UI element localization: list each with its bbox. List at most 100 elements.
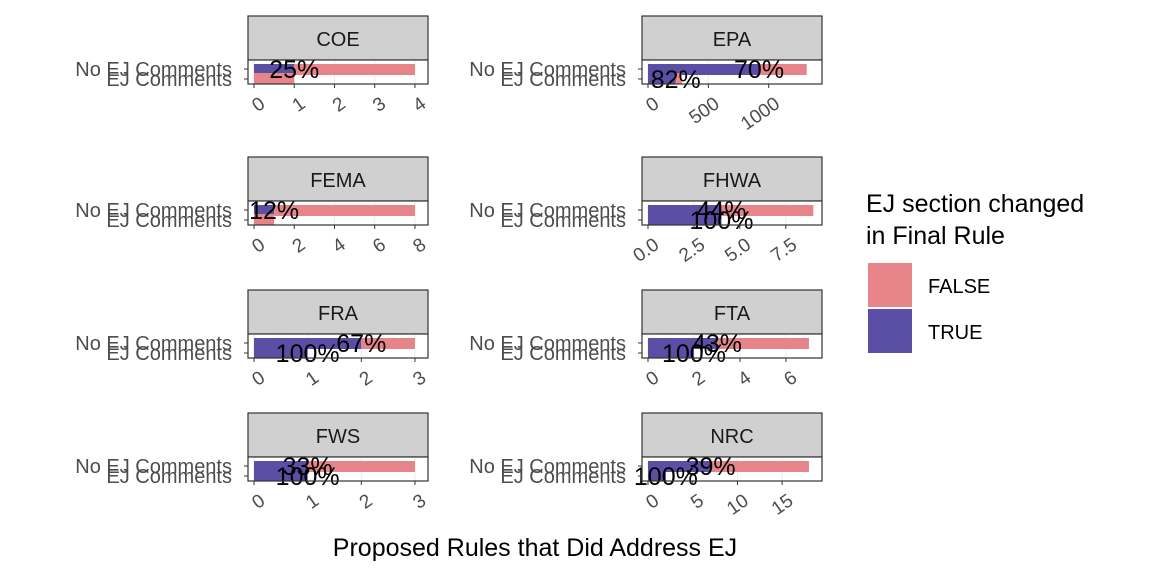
category-label: EJ Comments: [106, 466, 232, 488]
category-label: No EJ Comments: [469, 200, 626, 222]
legend-key: [868, 309, 912, 353]
x-tick-label: 7.5: [767, 234, 801, 266]
data-label: 100%: [690, 207, 754, 235]
facet-strip: [247, 412, 429, 458]
x-tick-label: 4: [409, 93, 430, 117]
bar-false: [710, 461, 809, 472]
legend-title: EJ section changed: [866, 190, 1084, 218]
x-axis-title: Proposed Rules that Did Address EJ: [333, 534, 737, 562]
data-label: 39%: [686, 453, 736, 481]
category-label: EJ Comments: [106, 343, 232, 365]
bar-false: [307, 461, 415, 472]
data-label: 100%: [634, 463, 698, 491]
bar-true: [648, 73, 676, 84]
category-label: EJ Comments: [500, 466, 626, 488]
data-label: 100%: [276, 340, 340, 368]
x-tick-label: 2: [356, 367, 377, 390]
legend-label: FALSE: [928, 276, 990, 298]
x-tick-label: 1: [302, 490, 323, 513]
bar-true: [254, 205, 275, 216]
facet-strip-label: COE: [316, 29, 359, 51]
category-label: No EJ Comments: [75, 200, 232, 222]
category-label: EJ Comments: [500, 343, 626, 365]
panel-border: [641, 456, 823, 482]
data-label: 43%: [692, 330, 742, 358]
bar-true: [648, 347, 694, 358]
bar-true: [648, 214, 722, 225]
bar-true: [254, 338, 362, 349]
bar-false: [759, 64, 807, 75]
facet-strip-label: FHWA: [703, 170, 762, 192]
x-tick-label: 3: [409, 367, 430, 390]
facet-strip-label: FEMA: [310, 170, 366, 192]
legend: EJ section changed in Final Rule FALSE TRUE: [866, 190, 1084, 353]
category-label: No EJ Comments: [469, 333, 626, 355]
data-label: 12%: [249, 197, 299, 225]
bar-true: [254, 461, 308, 472]
x-tick-label: 15: [768, 490, 797, 519]
bar-true: [254, 470, 308, 481]
x-tick-label: 6: [369, 234, 390, 257]
x-tick-label: 2: [329, 93, 350, 116]
bar-true: [648, 470, 666, 481]
x-tick-label: 10: [723, 490, 752, 519]
category-label: No EJ Comments: [75, 59, 232, 81]
x-tick-label: 0: [248, 367, 269, 390]
x-tick-label: 0: [642, 490, 663, 513]
bar-true: [648, 461, 711, 472]
data-label: 33%: [283, 453, 333, 481]
panel-border: [641, 59, 823, 85]
x-tick-label: 1: [289, 93, 310, 116]
x-tick-label: 0: [248, 490, 269, 513]
x-tick-label: 5.0: [721, 234, 755, 266]
facet-strip: [247, 289, 429, 335]
bar-false: [294, 64, 415, 75]
panel-border: [641, 200, 823, 226]
category-label: No EJ Comments: [469, 59, 626, 81]
data-label: 25%: [269, 56, 319, 84]
data-label: 67%: [336, 330, 386, 358]
category-label: EJ Comments: [500, 69, 626, 91]
panel-border: [247, 333, 429, 359]
bar-false: [716, 338, 809, 349]
data-label: 44%: [696, 197, 746, 225]
facet-strip-label: FRA: [318, 303, 359, 325]
facet-strip: [641, 156, 823, 202]
x-tick-label: 1000: [737, 93, 784, 134]
x-tick-label: 5: [687, 490, 708, 513]
category-label: No EJ Comments: [469, 456, 626, 478]
data-label: 82%: [651, 66, 701, 94]
panel-border: [247, 200, 429, 226]
facet-strip: [247, 156, 429, 202]
facet-strip-label: FTA: [714, 303, 751, 325]
category-label: EJ Comments: [106, 69, 232, 91]
x-tick-label: 4: [329, 234, 350, 258]
x-tick-label: 8: [409, 234, 430, 257]
x-tick-label: 2.5: [675, 234, 709, 266]
x-tick-label: 6: [780, 367, 801, 390]
bar-true: [254, 64, 295, 75]
x-tick-label: 4: [734, 367, 755, 391]
legend-key: [868, 263, 912, 307]
x-tick-label: 0: [642, 93, 663, 116]
panel-border: [641, 333, 823, 359]
x-tick-label: 0: [642, 367, 663, 390]
x-tick-label: 3: [409, 490, 430, 513]
bar-true: [648, 338, 717, 349]
x-tick-label: 0.0: [630, 234, 664, 266]
category-label: EJ Comments: [500, 210, 626, 232]
category-label: No EJ Comments: [75, 333, 232, 355]
legend-label: TRUE: [928, 322, 982, 344]
bar-true: [254, 347, 308, 358]
data-label: 100%: [276, 463, 340, 491]
bar-true: [648, 205, 722, 216]
